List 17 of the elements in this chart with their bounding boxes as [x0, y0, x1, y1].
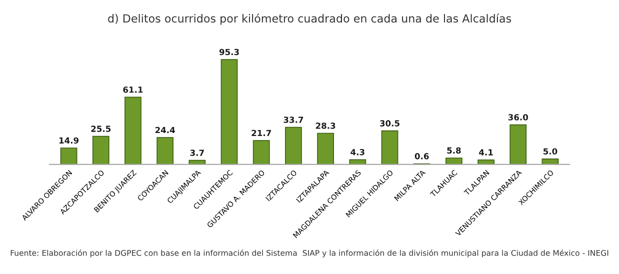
data-label: 0.6	[414, 153, 429, 160]
data-label: 5.0	[543, 148, 558, 155]
data-label: 14.9	[59, 137, 79, 144]
data-label: 4.1	[479, 149, 493, 156]
data-label: 61.1	[123, 86, 143, 93]
data-label: 3.7	[190, 150, 204, 156]
data-label: 24.4	[155, 126, 175, 134]
data-label: 30.5	[380, 120, 400, 126]
data-label: 5.8	[447, 147, 461, 154]
data-label: 95.3	[219, 48, 239, 56]
data-label: 36.0	[508, 114, 528, 120]
data-label: 21.7	[252, 130, 271, 136]
chart-title: d) Delitos ocurridos por kilómetro cuadrado en cada una de las Alcaldías	[108, 14, 512, 25]
data-label: 4.3	[350, 148, 364, 156]
data-label: 33.7	[284, 116, 304, 123]
data-label: 25.5	[91, 126, 111, 132]
data-label: 28.3	[316, 122, 336, 129]
